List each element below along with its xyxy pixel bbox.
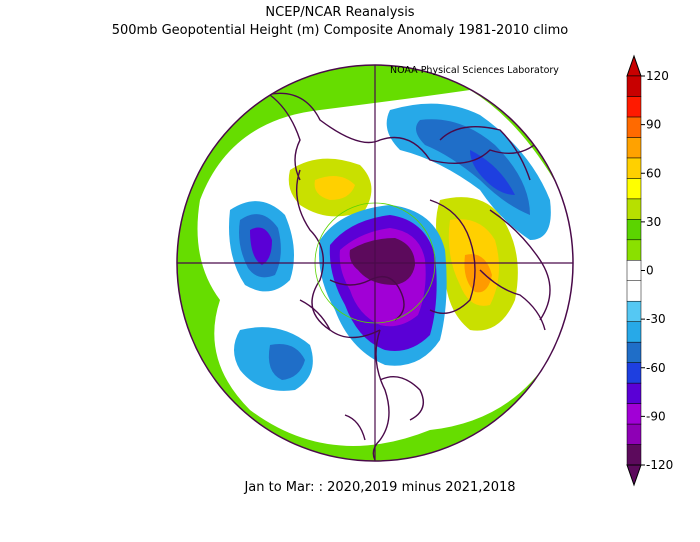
colorbar-label: 0 [646, 264, 654, 278]
colorbar-ticks [641, 75, 645, 466]
colorbar-cell [626, 96, 642, 118]
colorbar-cell [626, 321, 642, 343]
colorbar-arrow-bottom [626, 464, 642, 487]
chart-subtitle: 500mb Geopotential Height (m) Composite … [111, 23, 569, 38]
chart-title: NCEP/NCAR Reanalysis [265, 5, 415, 20]
colorbar-cell [626, 157, 642, 179]
colorbar-cell [626, 423, 642, 445]
colorbar-label: 30 [646, 215, 661, 229]
colorbar-cell [626, 137, 642, 159]
colorbar-arrow-top [626, 54, 642, 77]
colorbar-label: -90 [646, 409, 666, 423]
colorbar-cell [626, 239, 642, 261]
colorbar-label: -120 [646, 458, 673, 472]
colorbar-label: -30 [646, 312, 666, 326]
colorbar-label: 60 [646, 166, 661, 180]
colorbar-labels: 120 90 60 30 0 -30 -60 -90 -120 [646, 69, 673, 472]
colorbar-cell [626, 362, 642, 384]
colorbar-cell [626, 444, 642, 466]
colorbar-label: 90 [646, 118, 661, 132]
coastlines [249, 92, 551, 461]
colorbar-cell [626, 178, 642, 200]
colorbar-cell [626, 300, 642, 322]
colorbar-cell [626, 341, 642, 363]
colorbar-cell [626, 116, 642, 138]
colorbar-cell [626, 382, 642, 404]
colorbar-cell [626, 219, 642, 241]
colorbar-cells [626, 54, 642, 487]
colorbar-cell [626, 260, 642, 281]
colorbar-cell [626, 75, 642, 97]
credit-label: NOAA Physical Sciences Laboratory [390, 65, 559, 76]
colorbar-cell [626, 403, 642, 425]
colorbar-cell [626, 198, 642, 220]
footer-caption: Jan to Mar: : 2020,2019 minus 2021,2018 [244, 480, 516, 495]
colorbar-label: -60 [646, 361, 666, 375]
colorbar-cell [626, 280, 642, 302]
colorbar-label: 120 [646, 69, 669, 83]
